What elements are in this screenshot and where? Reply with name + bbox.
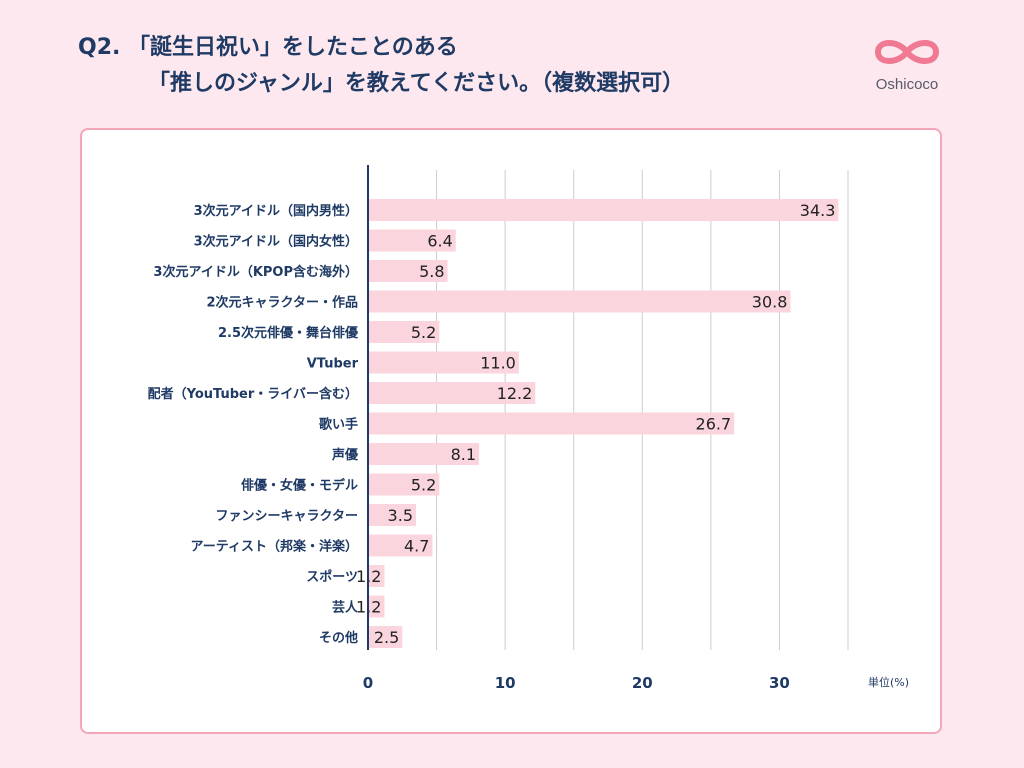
chart-title: Q2. 「誕生日祝い」をしたことのある 「推しのジャンル」を教えてください。（複… [78,30,684,102]
category-label: ファンシーキャラクター [216,509,358,524]
value-label: 5.2 [411,323,436,342]
category-label: 2.5次元俳優・舞台俳優 [218,325,359,341]
bar [368,229,456,252]
bar-chart: 3次元アイドル（国内男性） 34.3 3次元アイドル（国内女性） 6.4 3次元アイドル… [148,165,909,692]
category-label: その他 [319,630,358,646]
category-label: 3次元アイドル（国内女性） [194,234,358,250]
bar [368,443,480,465]
bar [368,595,385,618]
x-tick-label: 10 [495,674,516,692]
title-line-2: 「推しのジャンル」を教えてください。（複数選択可） [148,71,685,96]
bar [368,321,440,343]
value-label: 5.2 [411,476,436,495]
value-label: 5.8 [419,262,444,281]
bar [368,351,519,374]
bar [368,412,735,435]
bar [368,473,440,496]
value-label: 2.5 [374,628,399,647]
value-label: 30.8 [752,293,788,312]
oshicoco-logo: Oshicoco [864,34,950,93]
title-line-1: Q2. 「誕生日祝い」をしたことのある [78,35,458,60]
category-label: 俳優・女優・モデル [241,478,358,494]
unit-label: 単位(%) [868,675,909,689]
value-label: 8.1 [451,445,476,464]
category-label: 3次元アイドル（KPOP含む海外） [153,264,358,280]
x-tick-label: 20 [632,674,653,692]
bar [368,626,403,648]
value-label: 4.7 [404,537,429,556]
value-label: 26.7 [696,415,732,434]
category-label: 配者（YouTuber・ライバー含む） [148,386,358,402]
category-label: 芸人 [332,600,359,616]
bar [368,290,791,313]
bar [368,534,433,557]
bar [368,504,416,526]
bar [368,382,536,404]
category-label: 声優 [331,447,359,463]
logo-text: Oshicoco [875,76,939,93]
category-label: VTuber [307,357,359,372]
category-label: アーティスト（邦楽・洋楽） [191,539,358,555]
value-label: 34.3 [800,201,836,220]
value-label: 6.4 [427,232,452,251]
value-label: 3.5 [388,506,413,525]
value-label: 11.0 [480,354,516,373]
bar [368,199,839,221]
value-label: 12.2 [497,384,533,403]
bar [368,260,448,282]
x-tick-label: 0 [363,674,373,692]
category-label: 3次元アイドル（国内男性） [194,203,358,219]
chart-card: 3次元アイドル（国内男性） 34.3 3次元アイドル（国内女性） 6.4 3次元アイドル… [80,128,942,734]
bar [368,565,385,587]
infinity-heart-icon [875,40,939,64]
category-label: 歌い手 [319,417,358,433]
category-label: スポーツ [306,569,358,585]
category-label: 2次元キャラクター・作品 [206,295,358,311]
x-tick-label: 30 [769,674,790,692]
